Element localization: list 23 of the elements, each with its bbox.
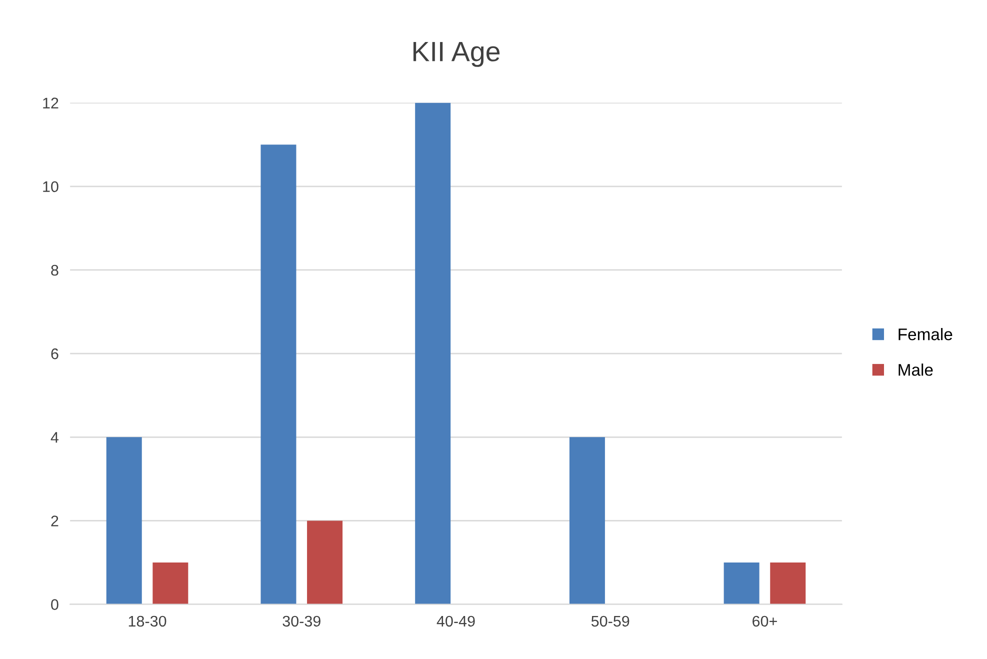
x-tick-label: 30-39 bbox=[282, 616, 320, 627]
y-tick-label: 10 bbox=[43, 181, 58, 192]
bar bbox=[106, 437, 142, 604]
bar bbox=[724, 562, 760, 604]
bar bbox=[415, 102, 451, 604]
legend-label: Female bbox=[898, 328, 952, 340]
y-tick-label: 6 bbox=[51, 348, 58, 360]
y-tick-label: 0 bbox=[51, 599, 58, 610]
bar bbox=[307, 520, 343, 604]
y-tick-label: 4 bbox=[50, 432, 59, 443]
bar bbox=[569, 437, 605, 604]
bar bbox=[260, 144, 296, 604]
bar bbox=[152, 562, 188, 604]
legend-label: Male bbox=[898, 364, 933, 376]
x-tick-label: 18-30 bbox=[128, 616, 166, 627]
y-tick-label: 2 bbox=[51, 516, 58, 526]
bar bbox=[770, 562, 806, 604]
x-tick-label: 50-59 bbox=[591, 616, 630, 627]
chart-title: KII Age bbox=[413, 42, 500, 67]
y-tick-label: 12 bbox=[43, 98, 58, 108]
x-tick-label: 60+ bbox=[752, 616, 777, 627]
y-tick-label: 8 bbox=[51, 264, 58, 276]
x-tick-label: 40-49 bbox=[436, 616, 475, 627]
